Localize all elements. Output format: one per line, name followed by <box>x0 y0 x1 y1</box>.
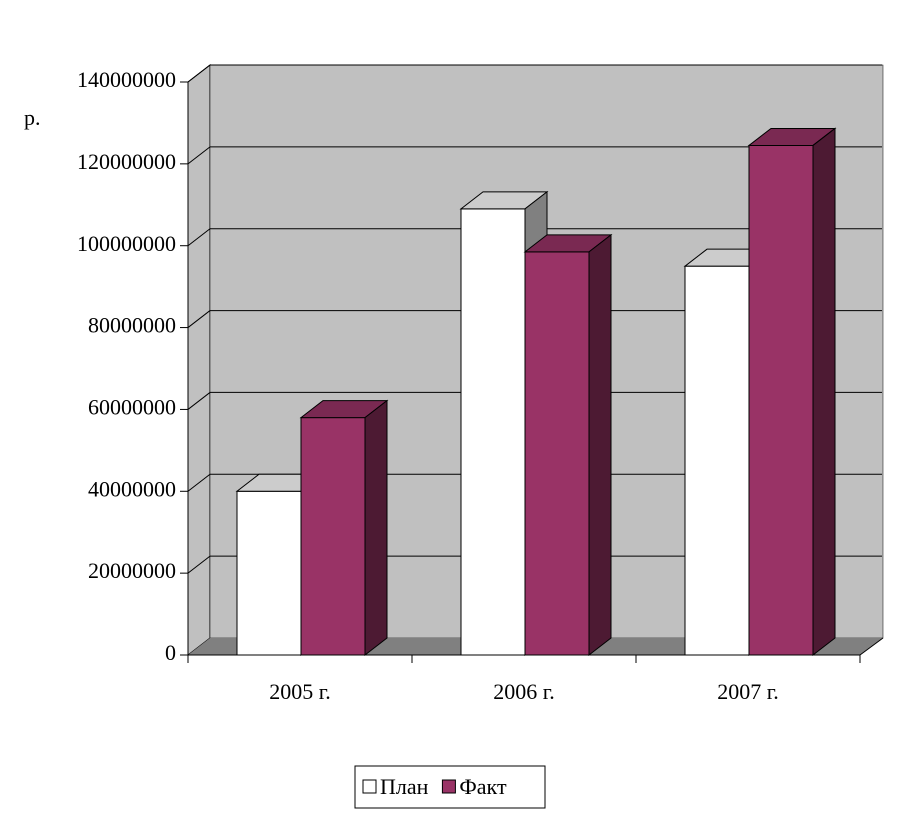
y-tick-label: 80000000 <box>88 313 176 338</box>
bar-front <box>748 144 814 656</box>
legend-label: План <box>380 774 429 799</box>
legend-swatch <box>362 779 377 794</box>
bar-front <box>460 208 526 656</box>
legend-label: Факт <box>459 774 507 799</box>
side-wall <box>187 63 211 657</box>
x-tick-label: 2006 г. <box>493 679 555 704</box>
grid-line <box>187 555 211 574</box>
x-tick-label: 2007 г. <box>717 679 779 704</box>
bar-side <box>588 233 612 657</box>
y-axis-label: р. <box>24 105 41 130</box>
bar-side <box>364 399 388 657</box>
y-tick-label: 0 <box>165 640 176 665</box>
grid-line <box>187 310 211 328</box>
grid-line <box>187 473 211 492</box>
x-tick-label: 2005 г. <box>269 679 331 704</box>
bar-side <box>812 127 836 657</box>
y-tick-label: 40000000 <box>88 476 176 501</box>
y-tick-label: 120000000 <box>77 149 176 174</box>
bar-front <box>684 265 750 656</box>
y-tick-label: 60000000 <box>88 394 176 419</box>
y-tick-label: 140000000 <box>77 67 176 92</box>
bar-front <box>300 417 366 656</box>
y-tick-label: 20000000 <box>88 558 176 583</box>
bar-front <box>236 490 302 656</box>
y-tick-label: 100000000 <box>77 231 176 256</box>
grid-line <box>187 392 211 410</box>
grid-line <box>187 228 211 247</box>
grid-line <box>187 146 211 165</box>
grid-line <box>187 64 211 83</box>
legend-swatch <box>441 779 456 794</box>
bar-front <box>524 251 590 656</box>
floor-edge <box>859 637 884 656</box>
